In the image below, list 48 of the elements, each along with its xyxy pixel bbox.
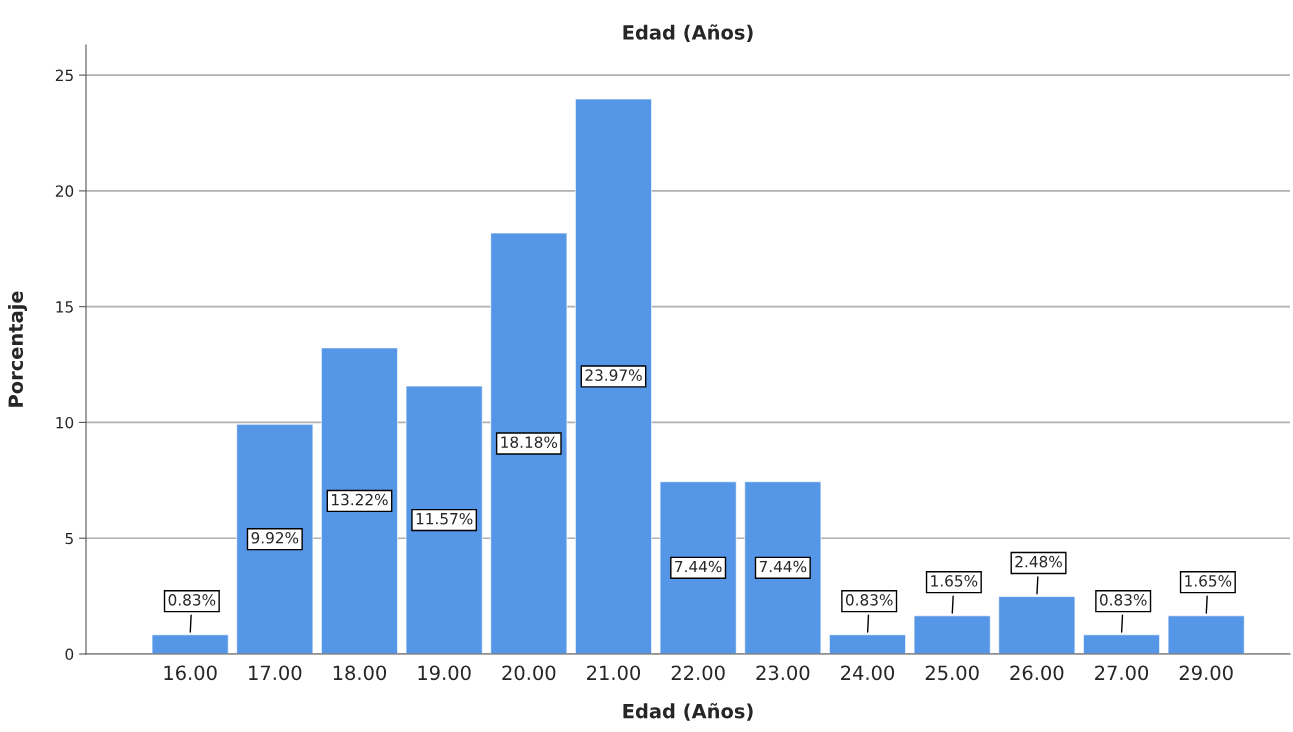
bar — [490, 232, 568, 654]
data-label: 7.44% — [675, 560, 722, 573]
bar — [321, 347, 398, 654]
data-label: 1.65% — [1185, 575, 1232, 587]
y-axis-title: Porcentaje — [8, 291, 27, 407]
x-tick-label: 22.00 — [671, 665, 725, 681]
y-tick-label: 0 — [65, 648, 74, 661]
bar — [744, 481, 822, 654]
bar — [1167, 615, 1245, 654]
y-tick-label: 25 — [55, 69, 73, 82]
data-label: 9.92% — [251, 532, 299, 544]
bar — [659, 481, 737, 654]
x-tick-label: 27.00 — [1095, 665, 1149, 681]
data-label: 11.57% — [416, 512, 473, 525]
x-tick-label: 23.00 — [756, 665, 810, 681]
data-label: 23.97% — [585, 369, 642, 381]
x-tick-label: 16.00 — [164, 665, 217, 681]
x-tick-label: 26.00 — [1010, 665, 1064, 681]
y-tick-label: 10 — [56, 416, 74, 429]
data-label: 2.48% — [1015, 555, 1062, 568]
bar — [913, 615, 991, 654]
chart-title: Edad (Años) — [623, 24, 753, 43]
x-tick-label: 29.00 — [1179, 665, 1233, 681]
x-tick-label: 20.00 — [502, 665, 556, 681]
data-label: 7.44% — [759, 560, 807, 573]
bar — [829, 634, 906, 654]
data-label: 1.65% — [931, 575, 978, 587]
y-tick-label: 15 — [56, 301, 73, 313]
data-label: 18.18% — [501, 436, 558, 448]
bar — [151, 634, 229, 654]
bar — [405, 385, 483, 654]
x-tick-label: 24.00 — [841, 665, 895, 681]
x-tick-label: 17.00 — [249, 665, 302, 681]
bar — [998, 596, 1076, 654]
data-label: 0.83% — [168, 594, 216, 606]
data-label: 0.83% — [1099, 594, 1147, 606]
y-tick-label: 5 — [65, 532, 73, 545]
data-label: 13.22% — [332, 493, 388, 506]
bar — [575, 98, 652, 654]
x-tick-label: 25.00 — [925, 665, 979, 681]
bar — [236, 423, 314, 654]
x-tick-label: 21.00 — [587, 665, 641, 681]
data-label: 0.83% — [845, 594, 893, 606]
x-axis-title: Edad (Años) — [623, 703, 753, 721]
x-tick-label: 19.00 — [418, 665, 471, 681]
y-tick-label: 20 — [55, 185, 74, 197]
x-tick-label: 18.00 — [333, 665, 387, 681]
bar — [1083, 634, 1160, 654]
